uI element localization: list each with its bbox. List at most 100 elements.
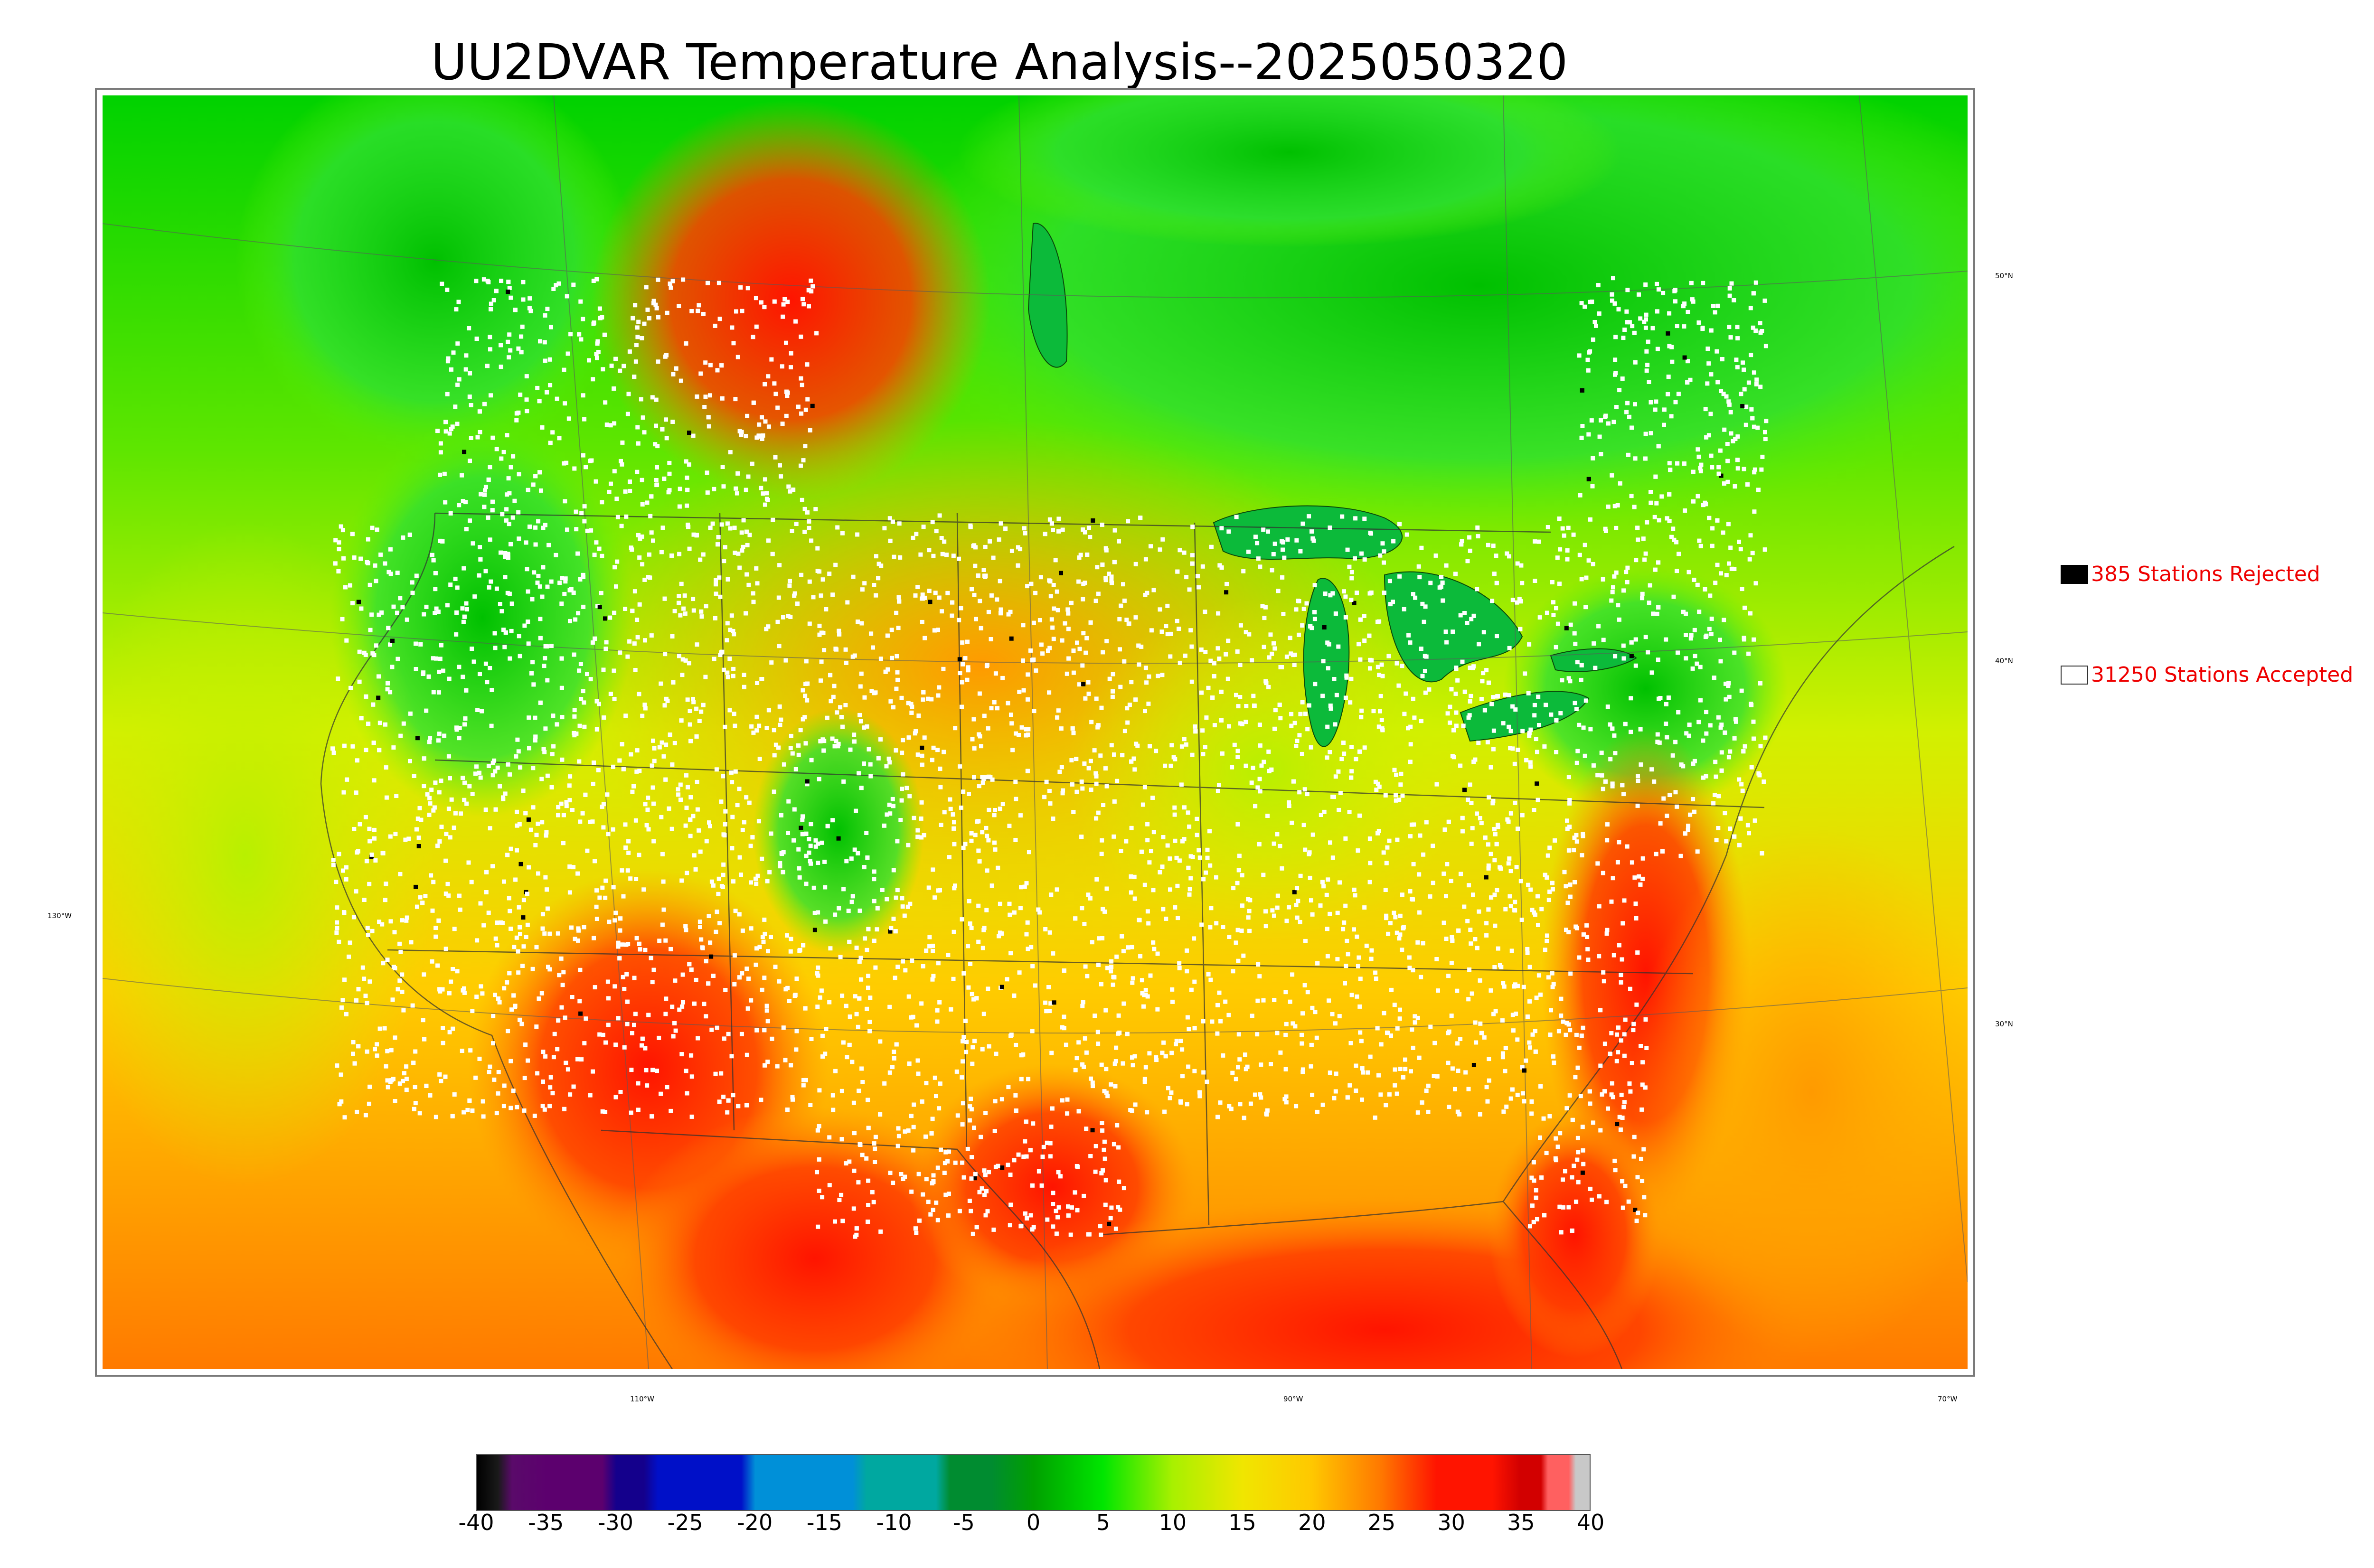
station-dot — [1565, 818, 1569, 823]
station-dot — [1639, 762, 1643, 767]
station-dot — [538, 339, 542, 344]
station-dot — [999, 521, 1003, 526]
station-dot — [1448, 704, 1452, 709]
station-dot — [986, 726, 990, 731]
station-dot — [1627, 320, 1632, 325]
station-dot — [988, 539, 992, 544]
station-dot — [1373, 970, 1378, 975]
station-dot — [1597, 904, 1602, 909]
station-dot — [1733, 717, 1738, 722]
station-dot — [616, 944, 621, 949]
station-dot — [1447, 1105, 1451, 1109]
station-dot — [507, 286, 512, 290]
station-dot — [1325, 954, 1330, 958]
station-dot — [1456, 928, 1461, 933]
station-dot — [1465, 621, 1470, 625]
station-dot — [649, 530, 654, 535]
station-dot — [1465, 919, 1470, 923]
station-dot — [1471, 1063, 1476, 1067]
station-dot — [1567, 1093, 1572, 1098]
station-dot — [507, 896, 511, 901]
station-dot — [967, 1199, 972, 1203]
station-dot — [1010, 748, 1015, 752]
station-dot — [1586, 558, 1591, 563]
station-dot — [856, 620, 860, 624]
station-dot — [1334, 693, 1339, 697]
station-dot — [1086, 526, 1091, 530]
station-dot — [531, 766, 536, 770]
station-dot — [340, 998, 345, 1003]
station-dot — [1494, 581, 1499, 585]
station-dot — [1110, 695, 1115, 699]
station-dot — [354, 790, 358, 795]
station-dot — [636, 1081, 641, 1086]
station-dot — [561, 841, 565, 845]
station-dot — [1586, 368, 1591, 373]
station-dot — [447, 431, 452, 436]
station-dot — [1397, 574, 1402, 579]
station-dot — [1186, 1064, 1191, 1069]
station-dot — [509, 846, 513, 851]
station-dot — [784, 389, 789, 394]
station-dot — [915, 585, 920, 589]
station-dot — [1182, 550, 1187, 555]
station-dot — [1013, 1093, 1018, 1098]
station-dot — [1500, 1055, 1505, 1060]
station-dot — [643, 706, 648, 711]
station-dot — [1450, 935, 1454, 939]
station-dot — [547, 967, 552, 972]
station-dot — [1398, 1067, 1403, 1071]
station-dot — [1182, 737, 1187, 742]
station-dot — [667, 460, 672, 465]
station-dot — [781, 615, 785, 620]
station-dot — [984, 1189, 989, 1193]
station-dot — [1349, 769, 1354, 774]
station-dot — [989, 593, 994, 598]
station-dot — [1323, 592, 1328, 596]
station-dot — [754, 324, 759, 329]
station-dot — [587, 358, 591, 363]
station-dot — [859, 1066, 864, 1071]
station-dot — [815, 971, 820, 976]
station-dot — [1033, 983, 1037, 988]
station-dot — [653, 302, 658, 307]
station-dot — [1454, 723, 1459, 728]
station-dot — [1512, 908, 1517, 912]
station-dot — [599, 591, 603, 595]
station-dot — [1716, 471, 1721, 476]
station-dot — [806, 288, 811, 292]
station-dot — [1358, 657, 1363, 662]
station-dot — [1620, 376, 1625, 381]
station-dot — [776, 745, 781, 750]
station-dot — [336, 676, 340, 681]
station-dot — [1102, 909, 1107, 914]
station-dot — [767, 870, 772, 874]
station-dot — [1603, 415, 1608, 419]
station-dot — [741, 518, 746, 523]
station-dot — [1597, 434, 1602, 439]
station-dot — [864, 1156, 869, 1161]
station-dot — [1093, 599, 1098, 603]
station-dot — [973, 1172, 978, 1176]
station-dot — [674, 366, 678, 371]
station-dot — [1047, 789, 1052, 793]
station-dot — [873, 1160, 877, 1164]
station-dot — [1421, 852, 1426, 857]
station-dot — [621, 975, 625, 979]
station-dot — [1484, 875, 1488, 880]
station-dot — [483, 485, 488, 489]
station-dot — [1349, 775, 1354, 780]
station-dot — [693, 867, 698, 872]
station-dot — [467, 1098, 472, 1103]
station-dot — [1094, 696, 1099, 701]
station-dot — [1337, 1014, 1342, 1019]
station-dot — [803, 407, 808, 412]
station-dot — [415, 736, 420, 741]
station-dot — [1640, 1060, 1645, 1065]
temperature-map[interactable] — [103, 95, 1968, 1369]
station-dot — [737, 787, 742, 791]
station-dot — [922, 833, 926, 837]
station-dot — [890, 1065, 895, 1070]
station-dot — [712, 657, 716, 661]
station-dot — [441, 668, 445, 673]
